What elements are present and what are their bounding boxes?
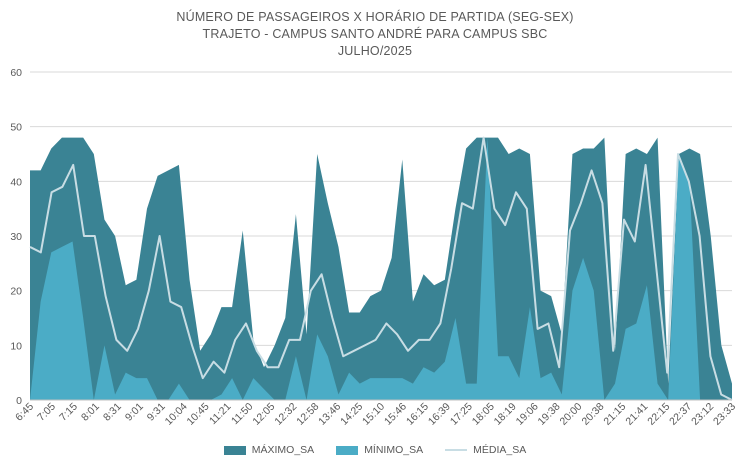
- x-tick-label: 23:12: [689, 401, 716, 428]
- legend-label-max: MÁXIMO_SA: [251, 444, 315, 456]
- x-tick-label: 19:06: [514, 401, 541, 428]
- x-tick-label: 12:05: [250, 401, 277, 428]
- x-tick-label: 7:15: [57, 401, 80, 424]
- x-tick-label: 20:38: [579, 401, 606, 428]
- x-tick-label: 14:25: [338, 401, 365, 428]
- x-tick-label: 10:45: [185, 401, 212, 428]
- y-tick-label: 30: [10, 231, 22, 243]
- x-tick-label: 19:38: [536, 401, 563, 428]
- x-tick-label: 21:41: [623, 401, 650, 428]
- x-tick-label: 16:39: [426, 401, 453, 428]
- x-tick-label: 7:05: [35, 401, 58, 424]
- x-tick-label: 13:46: [316, 401, 343, 428]
- x-tick-label: 15:46: [382, 401, 409, 428]
- x-tick-label: 8:01: [79, 401, 102, 424]
- legend: MÁXIMO_SA MÍNIMO_SA MÉDIA_SA: [0, 444, 750, 456]
- series-line-avg: [29, 136, 733, 401]
- legend-label-avg: MÉDIA_SA: [473, 444, 527, 456]
- x-tick-label: 23:33: [711, 401, 738, 428]
- x-tick-label: 20:00: [557, 401, 584, 428]
- y-tick-label: 60: [10, 67, 22, 79]
- series-area-min: [30, 137, 732, 400]
- y-tick-label: 10: [10, 340, 22, 352]
- chart-subtitle: TRAJETO - CAMPUS SANTO ANDRÉ PARA CAMPUS…: [202, 27, 548, 41]
- legend-swatch-max: [223, 445, 246, 455]
- x-tick-label: 18:19: [492, 401, 519, 428]
- legend-label-min: MÍNIMO_SA: [364, 444, 424, 456]
- y-tick-label: 40: [10, 176, 22, 188]
- x-tick-label: 12:58: [294, 401, 321, 428]
- chart-subtitle-date: JULHO/2025: [337, 44, 413, 58]
- x-tick-label: 9:01: [123, 401, 146, 424]
- x-tick-label: 16:15: [404, 401, 431, 428]
- series-area-max: [30, 137, 732, 400]
- x-tick-label: 22:15: [645, 401, 672, 428]
- x-tick-label: 17:25: [448, 401, 475, 428]
- x-tick-label: 11:50: [229, 401, 256, 428]
- legend-item-avg: MÉDIA_SA: [445, 444, 526, 456]
- legend-item-max: MÁXIMO_SA: [223, 444, 315, 456]
- legend-item-min: MÍNIMO_SA: [336, 444, 423, 456]
- x-tick-label: 8:31: [101, 401, 124, 424]
- chart-title: NÚMERO DE PASSAGEIROS X HORÁRIO DE PARTI…: [176, 10, 574, 24]
- x-tick-label: 10:04: [163, 401, 190, 428]
- y-tick-label: 0: [16, 395, 22, 407]
- x-tick-label: 22:37: [667, 401, 694, 428]
- x-tick-label: 21:15: [601, 401, 628, 428]
- x-tick-label: 12:32: [272, 401, 299, 428]
- y-tick-label: 20: [10, 286, 22, 298]
- x-tick-label: 11:21: [207, 401, 234, 428]
- x-tick-label: 15:10: [360, 401, 387, 428]
- x-tick-label: 18:05: [470, 401, 497, 428]
- y-tick-label: 50: [10, 122, 22, 134]
- legend-swatch-min: [336, 445, 359, 455]
- legend-swatch-avg: [445, 449, 468, 451]
